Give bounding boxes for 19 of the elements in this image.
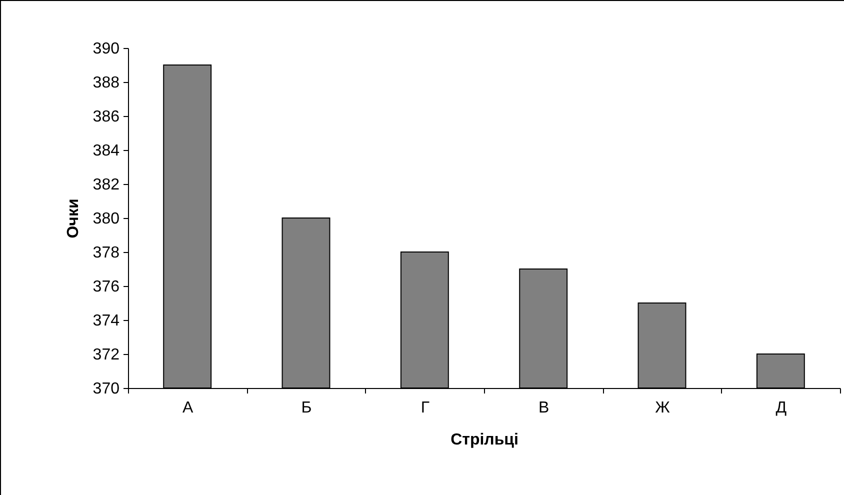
y-tick-label: 384 <box>92 142 120 160</box>
y-tick-label: 386 <box>92 108 120 126</box>
x-tick-label: Д <box>776 400 787 416</box>
y-tick-label: 374 <box>92 312 120 330</box>
y-tick-label: 390 <box>92 40 120 58</box>
y-tick-label: 382 <box>92 176 120 194</box>
x-tick-label: Б <box>301 400 312 416</box>
x-tick-label: Ж <box>655 400 670 416</box>
y-tick-label: 388 <box>92 74 120 92</box>
y-axis-title: Очки <box>64 198 82 238</box>
x-tick-label: А <box>182 400 194 416</box>
y-tick-label: 370 <box>92 380 120 398</box>
x-tick-label: Г <box>420 400 430 416</box>
y-tick-label: 378 <box>92 244 120 262</box>
y-tick-label: 380 <box>92 210 120 228</box>
y-tick-label: 372 <box>92 346 120 364</box>
x-axis-title: Стрільці <box>450 432 518 448</box>
x-tick-label: В <box>538 400 550 416</box>
y-tick-label: 376 <box>92 278 120 296</box>
